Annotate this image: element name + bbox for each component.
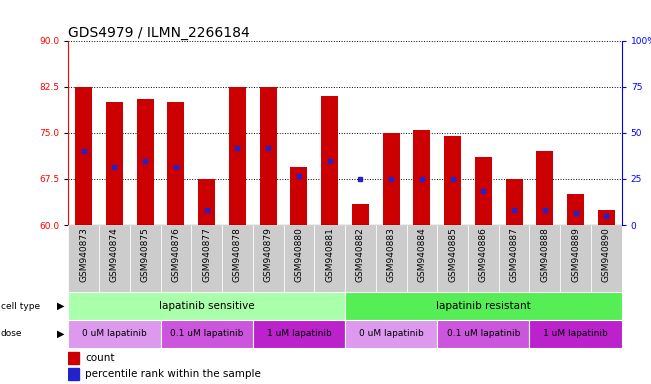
Text: 1 uM lapatinib: 1 uM lapatinib — [543, 329, 608, 338]
Bar — [260, 87, 277, 225]
Bar — [352, 204, 369, 225]
Text: ▶: ▶ — [57, 301, 64, 311]
Text: GSM940887: GSM940887 — [510, 227, 519, 282]
Bar — [191, 225, 222, 292]
Bar — [68, 368, 79, 381]
Bar — [130, 225, 161, 292]
Text: GSM940884: GSM940884 — [417, 227, 426, 282]
Bar — [76, 87, 92, 225]
Bar — [591, 225, 622, 292]
Bar — [229, 87, 246, 225]
Bar — [437, 320, 529, 348]
Text: GSM940883: GSM940883 — [387, 227, 396, 282]
Text: GSM940886: GSM940886 — [479, 227, 488, 282]
Text: count: count — [85, 353, 115, 363]
Bar — [253, 225, 284, 292]
Text: GSM940888: GSM940888 — [540, 227, 549, 282]
Bar — [199, 179, 215, 225]
Text: lapatinib sensitive: lapatinib sensitive — [159, 301, 255, 311]
Text: GSM940876: GSM940876 — [171, 227, 180, 282]
Text: 1 uM lapatinib: 1 uM lapatinib — [266, 329, 331, 338]
Text: GSM940889: GSM940889 — [571, 227, 580, 282]
Text: 0 uM lapatinib: 0 uM lapatinib — [82, 329, 147, 338]
Text: cell type: cell type — [1, 301, 40, 311]
Bar — [137, 99, 154, 225]
Bar — [598, 210, 615, 225]
Bar — [468, 225, 499, 292]
Bar — [167, 102, 184, 225]
Bar — [529, 225, 561, 292]
Text: 0.1 uM lapatinib: 0.1 uM lapatinib — [447, 329, 520, 338]
Bar — [413, 130, 430, 225]
Bar — [161, 320, 253, 348]
Text: GSM940877: GSM940877 — [202, 227, 211, 282]
Text: 0 uM lapatinib: 0 uM lapatinib — [359, 329, 424, 338]
Bar — [106, 102, 123, 225]
Text: GSM940890: GSM940890 — [602, 227, 611, 282]
Bar — [406, 225, 437, 292]
Text: 0.1 uM lapatinib: 0.1 uM lapatinib — [170, 329, 243, 338]
Text: GSM940875: GSM940875 — [141, 227, 150, 282]
Text: GSM940878: GSM940878 — [233, 227, 242, 282]
Text: GSM940873: GSM940873 — [79, 227, 89, 282]
Bar — [345, 225, 376, 292]
Bar — [561, 225, 591, 292]
Bar — [536, 151, 553, 225]
Text: GDS4979 / ILMN_2266184: GDS4979 / ILMN_2266184 — [68, 26, 250, 40]
Text: dose: dose — [1, 329, 22, 338]
Bar — [68, 225, 99, 292]
Bar — [68, 320, 161, 348]
Text: GSM940885: GSM940885 — [448, 227, 457, 282]
Bar — [284, 225, 314, 292]
Text: GSM940882: GSM940882 — [356, 227, 365, 282]
Bar — [567, 194, 584, 225]
Bar — [290, 167, 307, 225]
Text: percentile rank within the sample: percentile rank within the sample — [85, 369, 261, 379]
Text: GSM940880: GSM940880 — [294, 227, 303, 282]
Text: GSM940881: GSM940881 — [325, 227, 334, 282]
Bar — [68, 352, 79, 364]
Bar — [444, 136, 461, 225]
Text: GSM940874: GSM940874 — [110, 227, 119, 282]
Bar — [437, 225, 468, 292]
Bar — [345, 292, 622, 320]
Bar — [161, 225, 191, 292]
Text: GSM940879: GSM940879 — [264, 227, 273, 282]
Bar — [383, 133, 400, 225]
Bar — [222, 225, 253, 292]
Bar — [475, 157, 492, 225]
Text: ▶: ▶ — [57, 329, 64, 339]
Bar — [99, 225, 130, 292]
Bar — [529, 320, 622, 348]
Bar — [506, 179, 523, 225]
Bar — [499, 225, 529, 292]
Bar — [321, 96, 338, 225]
Bar — [345, 320, 437, 348]
Text: lapatinib resistant: lapatinib resistant — [436, 301, 531, 311]
Bar — [376, 225, 406, 292]
Bar — [314, 225, 345, 292]
Bar — [253, 320, 345, 348]
Bar — [68, 292, 345, 320]
